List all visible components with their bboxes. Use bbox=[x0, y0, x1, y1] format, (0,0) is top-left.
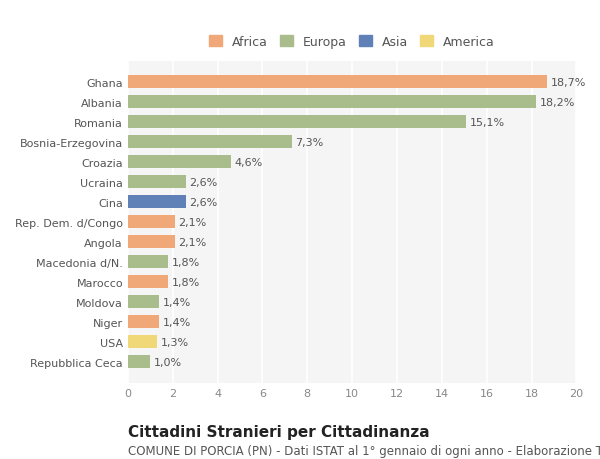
Bar bbox=[128, 76, 547, 89]
Text: 2,1%: 2,1% bbox=[178, 218, 206, 227]
Bar bbox=[128, 336, 157, 349]
Text: 18,7%: 18,7% bbox=[551, 78, 586, 88]
Bar bbox=[128, 176, 186, 189]
Text: 2,6%: 2,6% bbox=[190, 197, 218, 207]
Bar bbox=[128, 116, 466, 129]
Bar bbox=[128, 156, 231, 169]
Bar bbox=[128, 96, 536, 109]
Text: 2,6%: 2,6% bbox=[190, 177, 218, 187]
Text: 7,3%: 7,3% bbox=[295, 137, 323, 147]
Bar bbox=[128, 236, 175, 249]
Legend: Africa, Europa, Asia, America: Africa, Europa, Asia, America bbox=[206, 32, 499, 53]
Bar bbox=[128, 196, 186, 209]
Bar bbox=[128, 296, 159, 309]
Text: 2,1%: 2,1% bbox=[178, 237, 206, 247]
Bar bbox=[128, 216, 175, 229]
Text: 1,4%: 1,4% bbox=[163, 297, 191, 307]
Text: 1,3%: 1,3% bbox=[160, 337, 188, 347]
Text: 1,8%: 1,8% bbox=[172, 257, 200, 267]
Text: Cittadini Stranieri per Cittadinanza: Cittadini Stranieri per Cittadinanza bbox=[128, 425, 430, 440]
Text: 1,0%: 1,0% bbox=[154, 357, 182, 367]
Bar bbox=[128, 256, 168, 269]
Text: 4,6%: 4,6% bbox=[235, 157, 263, 168]
Text: COMUNE DI PORCIA (PN) - Dati ISTAT al 1° gennaio di ogni anno - Elaborazione TUT: COMUNE DI PORCIA (PN) - Dati ISTAT al 1°… bbox=[128, 444, 600, 457]
Text: 15,1%: 15,1% bbox=[470, 118, 505, 128]
Bar bbox=[128, 136, 292, 149]
Bar bbox=[128, 316, 159, 329]
Text: 18,2%: 18,2% bbox=[539, 97, 575, 107]
Text: 1,4%: 1,4% bbox=[163, 317, 191, 327]
Text: 1,8%: 1,8% bbox=[172, 277, 200, 287]
Bar bbox=[128, 356, 150, 369]
Bar bbox=[128, 276, 168, 289]
